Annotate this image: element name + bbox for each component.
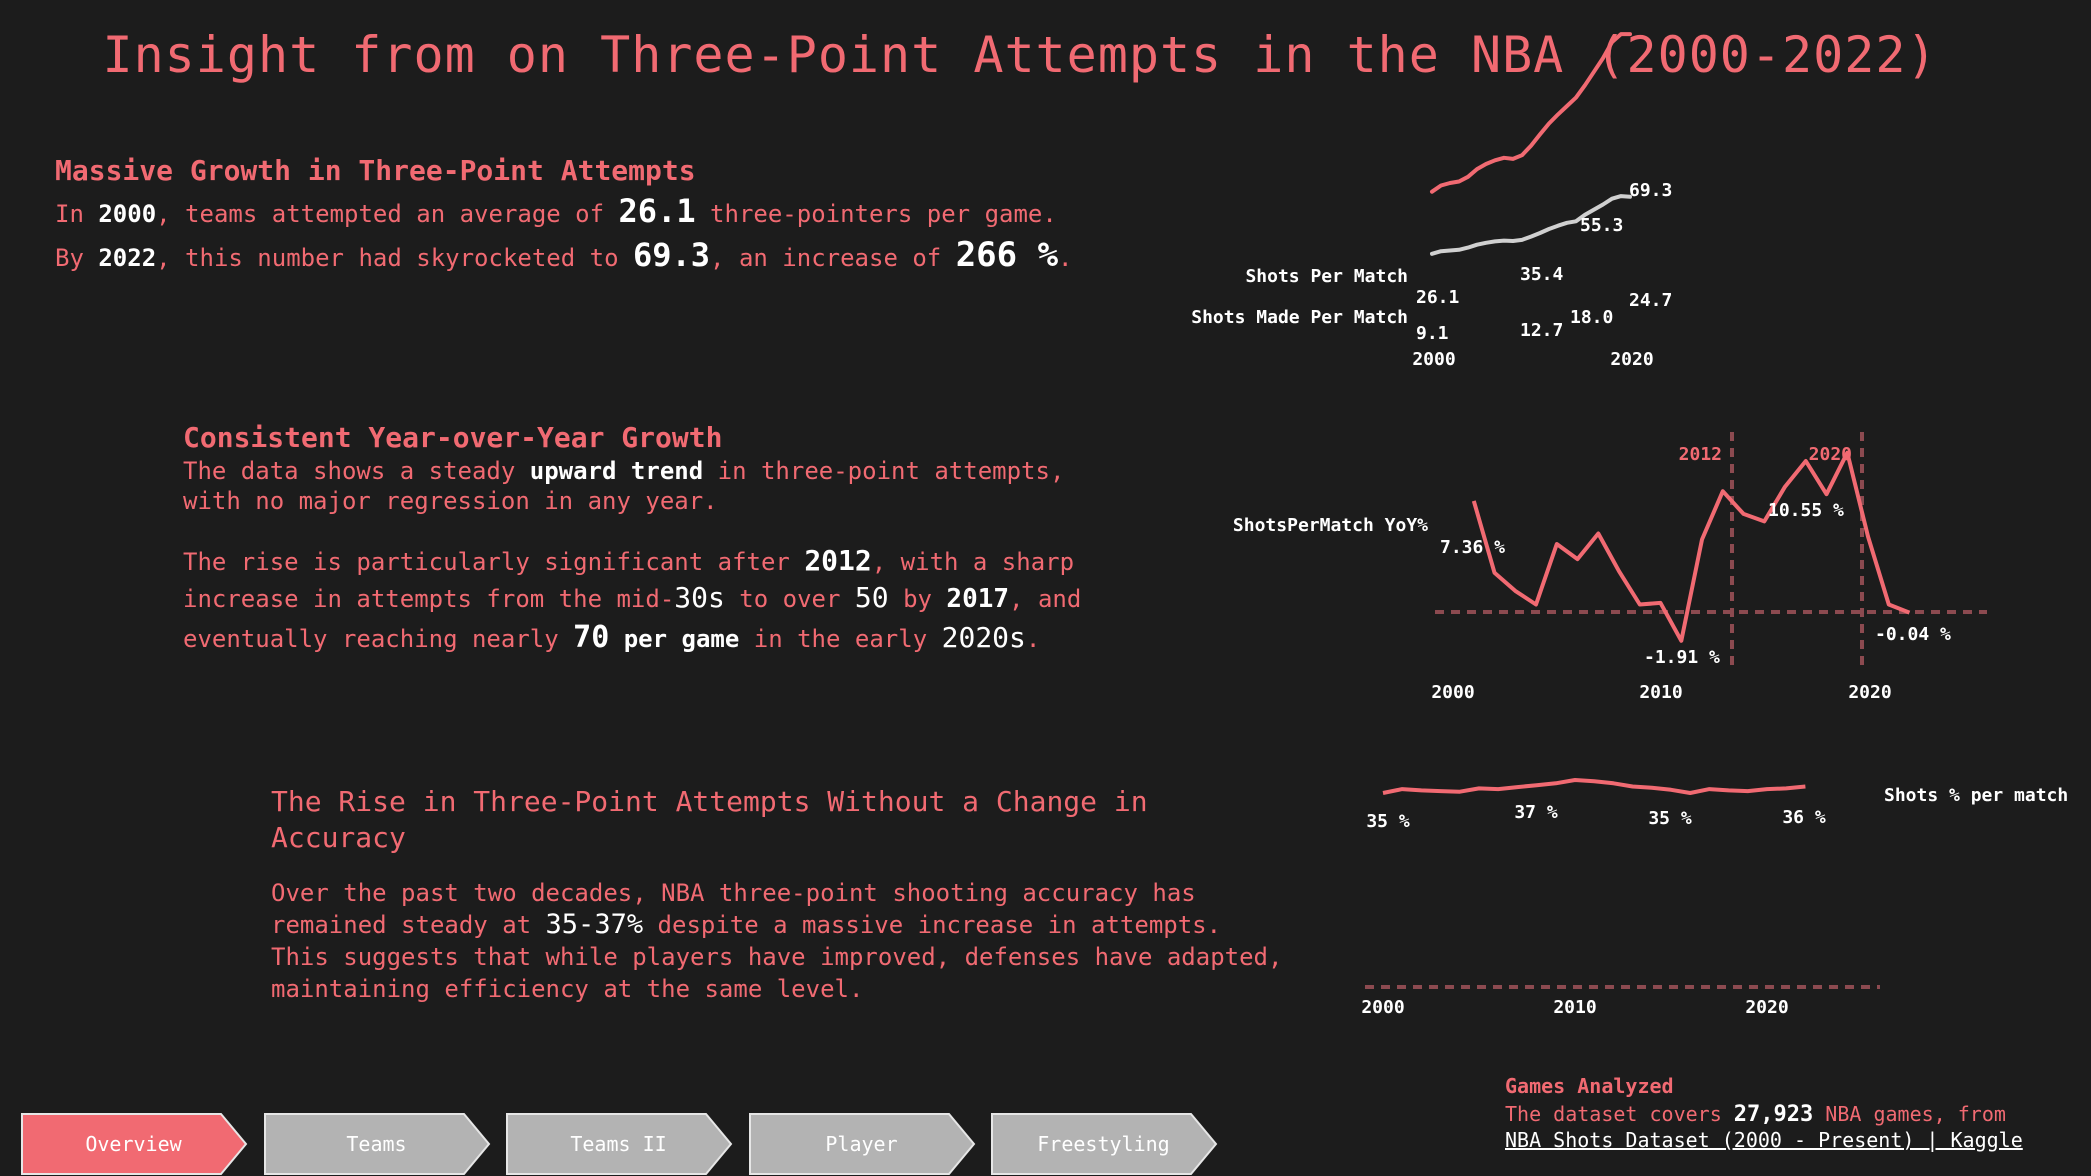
shots-per-match-chart: Shots Per Match Shots Made Per Match 26.1 3… — [1191, 32, 1672, 370]
tab-label: Player — [825, 1132, 898, 1156]
x-tick-label: 2020 — [1610, 349, 1653, 370]
yoy-line — [1471, 450, 1911, 643]
section-accuracy-line-3: This suggests that while players have im… — [271, 943, 1283, 971]
section-accuracy-line-1: Over the past two decades, NBA three-poi… — [271, 879, 1196, 907]
shots-value-label: 26.1 — [1416, 287, 1459, 308]
shots-value-label: 12.7 — [1520, 320, 1563, 341]
section-accuracy-heading-line-1: The Rise in Three-Point Attempts Without… — [271, 785, 1148, 818]
section-accuracy-body: Over the past two decades, NBA three-poi… — [271, 877, 1282, 1005]
accuracy-chart: Shots % per match 35 % 37 % 35 % 36 % 2000 201… — [1361, 778, 2068, 1018]
section-accuracy-heading: The Rise in Three-Point Attempts Without… — [271, 784, 1148, 856]
tab-label: Teams II — [570, 1132, 667, 1156]
tab-label: Teams — [346, 1132, 407, 1156]
accuracy-series-label: Shots % per match — [1884, 785, 2068, 806]
x-tick-label: 2010 — [1553, 997, 1596, 1018]
yoy-value-label: -1.91 % — [1644, 647, 1720, 668]
x-tick-label: 2020 — [1745, 997, 1788, 1018]
reference-year-label: 2020 — [1809, 444, 1852, 465]
section-accuracy-line-2: remained steady at 35-37% despite a mass… — [271, 909, 1222, 940]
section-yoy-line-4: increase in attempts from the mid-30s to… — [183, 581, 1082, 614]
section-accuracy-heading-line-2: Accuracy — [271, 821, 406, 854]
shots-made-per-match-label: Shots Made Per Match — [1191, 307, 1408, 328]
shots-value-label: 35.4 — [1520, 264, 1564, 285]
section-yoy-heading: Consistent Year-over-Year Growth — [183, 421, 723, 454]
kaggle-dataset-link[interactable]: NBA Shots Dataset (2000 - Present) | Kag… — [1505, 1128, 2023, 1152]
yoy-value-label: -0.04 % — [1875, 624, 1951, 645]
x-tick-label: 2000 — [1431, 682, 1474, 703]
accuracy-value-label: 37 % — [1514, 802, 1558, 823]
shots-value-label: 9.1 — [1416, 323, 1449, 344]
accuracy-value-label: 36 % — [1782, 807, 1826, 828]
games-analyzed-title: Games Analyzed — [1505, 1074, 1674, 1098]
x-tick-label: 2000 — [1361, 997, 1404, 1018]
tab-label: Overview — [85, 1132, 182, 1156]
yoy-series-label: ShotsPerMatch YoY% — [1233, 515, 1428, 536]
tab-label: Freestyling — [1037, 1132, 1170, 1156]
games-analyzed-text: The dataset covers 27,923 NBA games, fro… — [1505, 1102, 2006, 1127]
section-yoy-line-2: with no major regression in any year. — [183, 487, 718, 515]
shots-value-label: 55.3 — [1580, 215, 1623, 236]
yoy-value-label: 10.55 % — [1768, 500, 1844, 521]
x-tick-label: 2010 — [1639, 682, 1682, 703]
shots-per-match-label: Shots Per Match — [1245, 266, 1408, 287]
shots-value-label: 69.3 — [1629, 180, 1672, 201]
section-growth-line-1: In 2000, teams attempted an average of 2… — [55, 192, 1057, 230]
shots-value-label: 18.0 — [1570, 307, 1613, 328]
shots-per-match-line — [1430, 32, 1632, 194]
accuracy-value-label: 35 % — [1648, 808, 1692, 829]
yoy-value-label: 7.36 % — [1440, 537, 1505, 558]
section-yoy-line-1: The data shows a steady upward trend in … — [183, 457, 1065, 485]
accuracy-line — [1382, 778, 1806, 795]
shots-made-per-match-line — [1430, 194, 1632, 256]
shots-value-label: 24.7 — [1629, 290, 1672, 311]
x-tick-label: 2000 — [1412, 349, 1455, 370]
section-growth-line-2: By 2022, this number had skyrocketed to … — [55, 235, 1073, 275]
x-tick-label: 2020 — [1848, 682, 1891, 703]
section-accuracy-line-4: maintaining efficiency at the same level… — [271, 975, 864, 1003]
section-yoy-line-3: The rise is particularly significant aft… — [183, 544, 1075, 577]
section-yoy-line-5: eventually reaching nearly 70 per game i… — [183, 620, 1041, 655]
reference-year-label: 2012 — [1679, 444, 1722, 465]
section-growth-heading: Massive Growth in Three-Point Attempts — [55, 154, 696, 187]
accuracy-value-label: 35 % — [1366, 811, 1410, 832]
yoy-growth-chart: 2012 2020 ShotsPerMatch YoY% 7.36 % -1.91 % 1… — [1233, 432, 1987, 703]
